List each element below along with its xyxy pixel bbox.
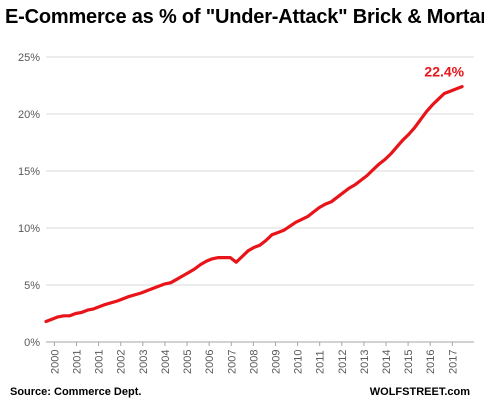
y-tick-label: 15%	[18, 166, 40, 178]
source-note: Source: Commerce Dept.	[10, 386, 142, 398]
x-tick-label: 2006	[204, 350, 216, 374]
brand-credit: WOLFSTREET.com	[369, 386, 470, 398]
x-tick-label: 2010	[293, 350, 305, 374]
y-tick-label: 20%	[18, 109, 40, 121]
x-tick-label: 2002	[116, 350, 128, 374]
x-tick-label: 2011	[315, 350, 327, 374]
x-tick-label: 2012	[337, 350, 349, 374]
x-tick-label: 2009	[270, 350, 282, 374]
x-tick-label: 2004	[160, 350, 172, 374]
x-tick-label: 2005	[182, 350, 194, 374]
end-value-label: 22.4%	[424, 64, 464, 80]
x-tick-label: 2007	[226, 350, 238, 374]
x-tick-label: 2003	[138, 350, 150, 374]
x-tick-label: 2014	[381, 350, 393, 374]
x-tick-label: 2013	[359, 350, 371, 374]
x-tick-label: 2000	[49, 350, 61, 374]
x-tick-label: 2015	[403, 350, 415, 374]
y-tick-label: 5%	[24, 280, 40, 292]
series-line	[44, 85, 464, 324]
x-tick-label: 2001	[94, 350, 106, 374]
x-tick-label: 2008	[248, 350, 260, 374]
y-tick-label: 0%	[24, 337, 40, 349]
x-tick-label: 2017	[447, 350, 459, 374]
y-tick-label: 10%	[18, 223, 40, 235]
y-tick-label: 25%	[18, 52, 40, 64]
x-tick-label: 2016	[425, 350, 437, 374]
x-tick-label: 2001	[72, 350, 84, 374]
chart-title: E-Commerce as % of "Under-Attack" Brick …	[5, 6, 484, 28]
